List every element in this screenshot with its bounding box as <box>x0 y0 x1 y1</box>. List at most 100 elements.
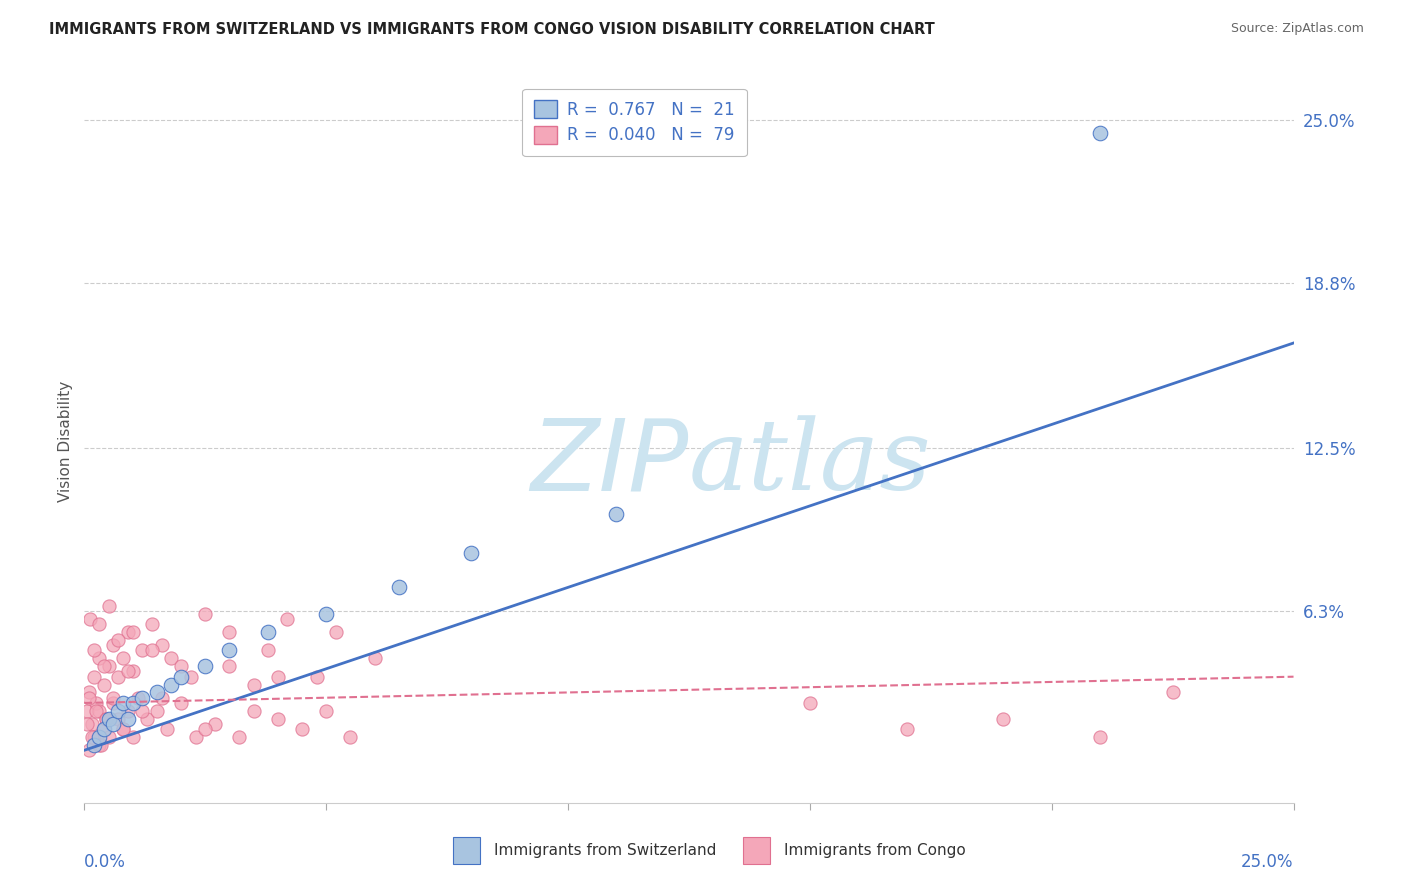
Point <box>86 696 108 710</box>
Point <box>94 712 117 726</box>
Point <box>228 730 250 744</box>
Point <box>993 712 1015 726</box>
Point <box>77 685 100 699</box>
Point <box>112 723 135 737</box>
Point <box>170 670 193 684</box>
Point <box>257 625 280 640</box>
Point <box>103 638 125 652</box>
Point <box>121 625 143 640</box>
Point <box>117 712 139 726</box>
Point <box>1161 685 1184 699</box>
Point <box>117 665 139 679</box>
Point <box>136 712 159 726</box>
Point <box>160 677 183 691</box>
Point <box>93 659 115 673</box>
Point <box>83 730 105 744</box>
Point <box>112 723 135 737</box>
Point <box>155 723 177 737</box>
Y-axis label: Vision Disability: Vision Disability <box>58 381 73 502</box>
Point <box>131 643 153 657</box>
Point <box>107 712 129 726</box>
Point <box>267 670 290 684</box>
Point <box>127 690 149 705</box>
Point <box>103 696 125 710</box>
Point <box>170 696 193 710</box>
Point <box>121 696 143 710</box>
Point <box>131 704 153 718</box>
Point <box>325 625 347 640</box>
Legend: R =  0.767   N =  21, R =  0.040   N =  79: R = 0.767 N = 21, R = 0.040 N = 79 <box>523 88 747 156</box>
Point <box>460 546 482 560</box>
Point <box>194 659 217 673</box>
Point <box>160 651 183 665</box>
Point <box>76 717 98 731</box>
Point <box>141 643 163 657</box>
Point <box>121 665 143 679</box>
Point <box>204 717 226 731</box>
Point <box>146 685 169 699</box>
Point <box>388 580 411 594</box>
Point <box>194 723 217 737</box>
Point <box>83 670 105 684</box>
Point <box>141 617 163 632</box>
Point <box>94 712 117 726</box>
Point <box>180 670 202 684</box>
Point <box>87 617 110 632</box>
Point <box>107 632 129 647</box>
Point <box>87 738 110 752</box>
Point <box>79 612 101 626</box>
Point <box>107 670 129 684</box>
Point <box>83 738 105 752</box>
Point <box>150 690 173 705</box>
Point <box>103 690 125 705</box>
Point <box>291 723 314 737</box>
Text: Source: ZipAtlas.com: Source: ZipAtlas.com <box>1230 22 1364 36</box>
Point <box>170 659 193 673</box>
Text: atlas: atlas <box>689 416 932 511</box>
Point <box>93 723 115 737</box>
Point <box>87 651 110 665</box>
Point <box>80 717 103 731</box>
Point <box>131 690 153 705</box>
Point <box>87 704 110 718</box>
Point <box>77 690 100 705</box>
Text: ZIP: ZIP <box>530 415 689 512</box>
Point <box>242 704 264 718</box>
Point <box>305 670 328 684</box>
Point <box>77 743 100 757</box>
Point <box>315 704 337 718</box>
Point <box>1088 126 1111 140</box>
Point <box>339 730 361 744</box>
Point <box>276 612 298 626</box>
Point <box>97 730 120 744</box>
FancyBboxPatch shape <box>744 837 770 864</box>
Text: Immigrants from Congo: Immigrants from Congo <box>785 843 966 858</box>
Point <box>121 730 143 744</box>
Point <box>218 643 240 657</box>
Point <box>218 625 240 640</box>
Point <box>107 704 129 718</box>
Point <box>267 712 290 726</box>
Point <box>80 730 103 744</box>
Point <box>90 738 112 752</box>
Text: IMMIGRANTS FROM SWITZERLAND VS IMMIGRANTS FROM CONGO VISION DISABILITY CORRELATI: IMMIGRANTS FROM SWITZERLAND VS IMMIGRANT… <box>49 22 935 37</box>
Point <box>112 651 135 665</box>
Point <box>93 677 115 691</box>
Point <box>87 730 110 744</box>
Point <box>83 643 105 657</box>
Point <box>218 659 240 673</box>
Point <box>103 717 125 731</box>
Point <box>799 696 821 710</box>
Point <box>315 607 337 621</box>
Text: 25.0%: 25.0% <box>1241 854 1294 871</box>
Point <box>242 677 264 691</box>
Point <box>112 696 135 710</box>
Point <box>150 638 173 652</box>
Point <box>76 704 98 718</box>
Point <box>86 704 108 718</box>
Point <box>194 607 217 621</box>
Point <box>896 723 918 737</box>
Text: Immigrants from Switzerland: Immigrants from Switzerland <box>495 843 717 858</box>
Point <box>1088 730 1111 744</box>
Point <box>93 723 115 737</box>
